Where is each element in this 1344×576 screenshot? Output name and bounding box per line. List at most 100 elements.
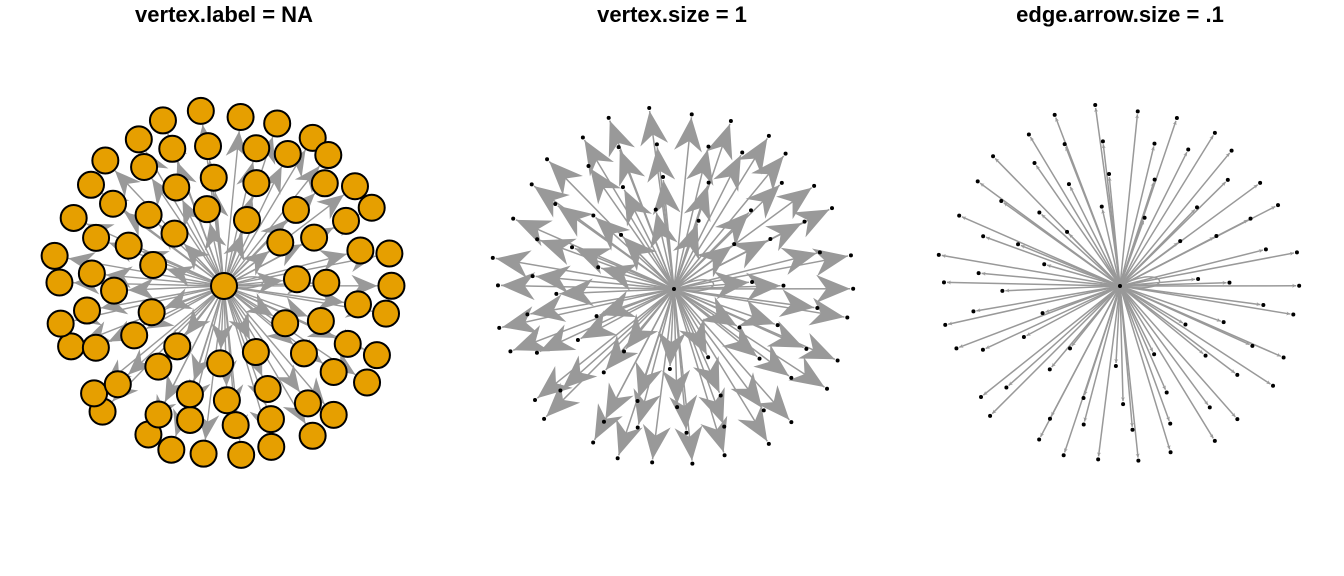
edge	[223, 165, 321, 287]
edge-arrowhead	[1135, 114, 1140, 119]
edge-arrowhead	[948, 321, 953, 326]
edge-arrowhead	[616, 418, 643, 456]
vertex	[300, 223, 329, 252]
vertex	[781, 283, 786, 288]
edge-arrowhead	[1149, 347, 1153, 352]
vertex	[210, 272, 238, 300]
edge-arrowhead	[1114, 358, 1119, 364]
vertex	[80, 379, 109, 408]
network-graph-2	[490, 105, 856, 466]
edge	[1119, 285, 1236, 374]
edge-arrowhead	[696, 245, 732, 278]
vertex	[91, 146, 120, 175]
edge-arrowhead	[700, 296, 737, 326]
edge	[1119, 285, 1171, 450]
edge-arrowhead	[756, 385, 790, 420]
vertex	[242, 134, 271, 163]
edge-arrowhead	[241, 251, 270, 276]
edge-arrowhead	[1286, 311, 1291, 316]
edge	[127, 285, 225, 376]
vertex	[1214, 234, 1219, 239]
vertex	[82, 223, 111, 252]
vertex	[281, 195, 310, 224]
vertex	[941, 280, 946, 285]
vertex	[298, 123, 327, 152]
edge	[673, 288, 825, 388]
edge-arrowhead	[318, 249, 347, 272]
vertex	[957, 213, 962, 218]
edge-arrowhead	[705, 123, 733, 161]
edge-arrowhead	[647, 147, 676, 183]
vertex	[312, 268, 341, 297]
edge-arrowhead	[746, 272, 781, 301]
vertex	[722, 453, 727, 458]
vertex	[306, 306, 335, 335]
vertex	[1037, 437, 1042, 442]
edge	[1045, 285, 1121, 313]
edge-arrowhead	[1225, 152, 1230, 158]
edge	[512, 288, 675, 351]
edges	[941, 107, 1297, 458]
edge	[545, 288, 675, 418]
edge-arrowhead	[557, 205, 594, 237]
vertex	[936, 252, 941, 257]
edge-arrowhead	[590, 168, 622, 205]
edge-arrowhead	[594, 403, 623, 440]
edge	[223, 285, 345, 304]
vertex	[298, 421, 327, 450]
edge	[1119, 285, 1214, 439]
vertex	[372, 299, 401, 328]
vertex	[212, 386, 241, 415]
edge-arrowhead	[1172, 120, 1177, 126]
vertex	[650, 460, 655, 465]
edge-arrowhead	[1253, 184, 1258, 189]
vertex	[728, 118, 733, 123]
vertex	[616, 145, 621, 150]
edge	[495, 257, 675, 290]
vertex	[1271, 383, 1276, 388]
edge-arrowhead	[176, 161, 197, 191]
vertex	[848, 253, 853, 258]
vertex	[76, 170, 105, 199]
edge-arrowhead	[776, 187, 812, 220]
vertex	[954, 346, 959, 351]
edge-arrowhead	[1101, 209, 1106, 214]
edge-arrowhead	[1190, 209, 1195, 214]
edge	[604, 288, 675, 420]
edge-arrowhead	[1070, 186, 1074, 192]
vertex	[148, 106, 177, 135]
edge-arrowhead	[191, 352, 213, 381]
edge-arrowhead	[549, 161, 583, 196]
vertex	[163, 332, 192, 361]
edge-arrowhead	[316, 194, 344, 220]
edge-arrowhead	[1069, 234, 1074, 239]
edge	[562, 288, 675, 390]
vertex	[1221, 320, 1226, 325]
vertex	[192, 195, 221, 224]
edge-arrowhead	[1216, 317, 1221, 322]
vertex	[289, 339, 318, 368]
vertex	[490, 255, 495, 260]
edge-arrowhead	[721, 324, 758, 357]
vertex	[718, 393, 723, 398]
edges	[495, 110, 851, 461]
edge-arrowhead	[672, 223, 700, 261]
vertex	[257, 432, 286, 461]
edge-arrowhead	[1041, 214, 1046, 219]
edge-arrowhead	[1209, 135, 1214, 140]
edge-arrowhead	[995, 158, 1000, 163]
vertex	[545, 157, 550, 162]
vertex	[529, 182, 534, 187]
vertex	[1152, 352, 1157, 357]
vertex	[596, 265, 601, 270]
edge-arrowhead	[941, 254, 947, 259]
edge	[673, 137, 768, 290]
vertex	[314, 141, 343, 170]
network-graph-1	[40, 96, 406, 469]
edge-arrowhead	[961, 216, 967, 221]
edge-arrowhead	[657, 331, 686, 367]
edge	[1069, 186, 1121, 287]
vertex	[525, 312, 530, 317]
edge-arrowhead	[211, 322, 234, 350]
vertex	[497, 325, 502, 330]
